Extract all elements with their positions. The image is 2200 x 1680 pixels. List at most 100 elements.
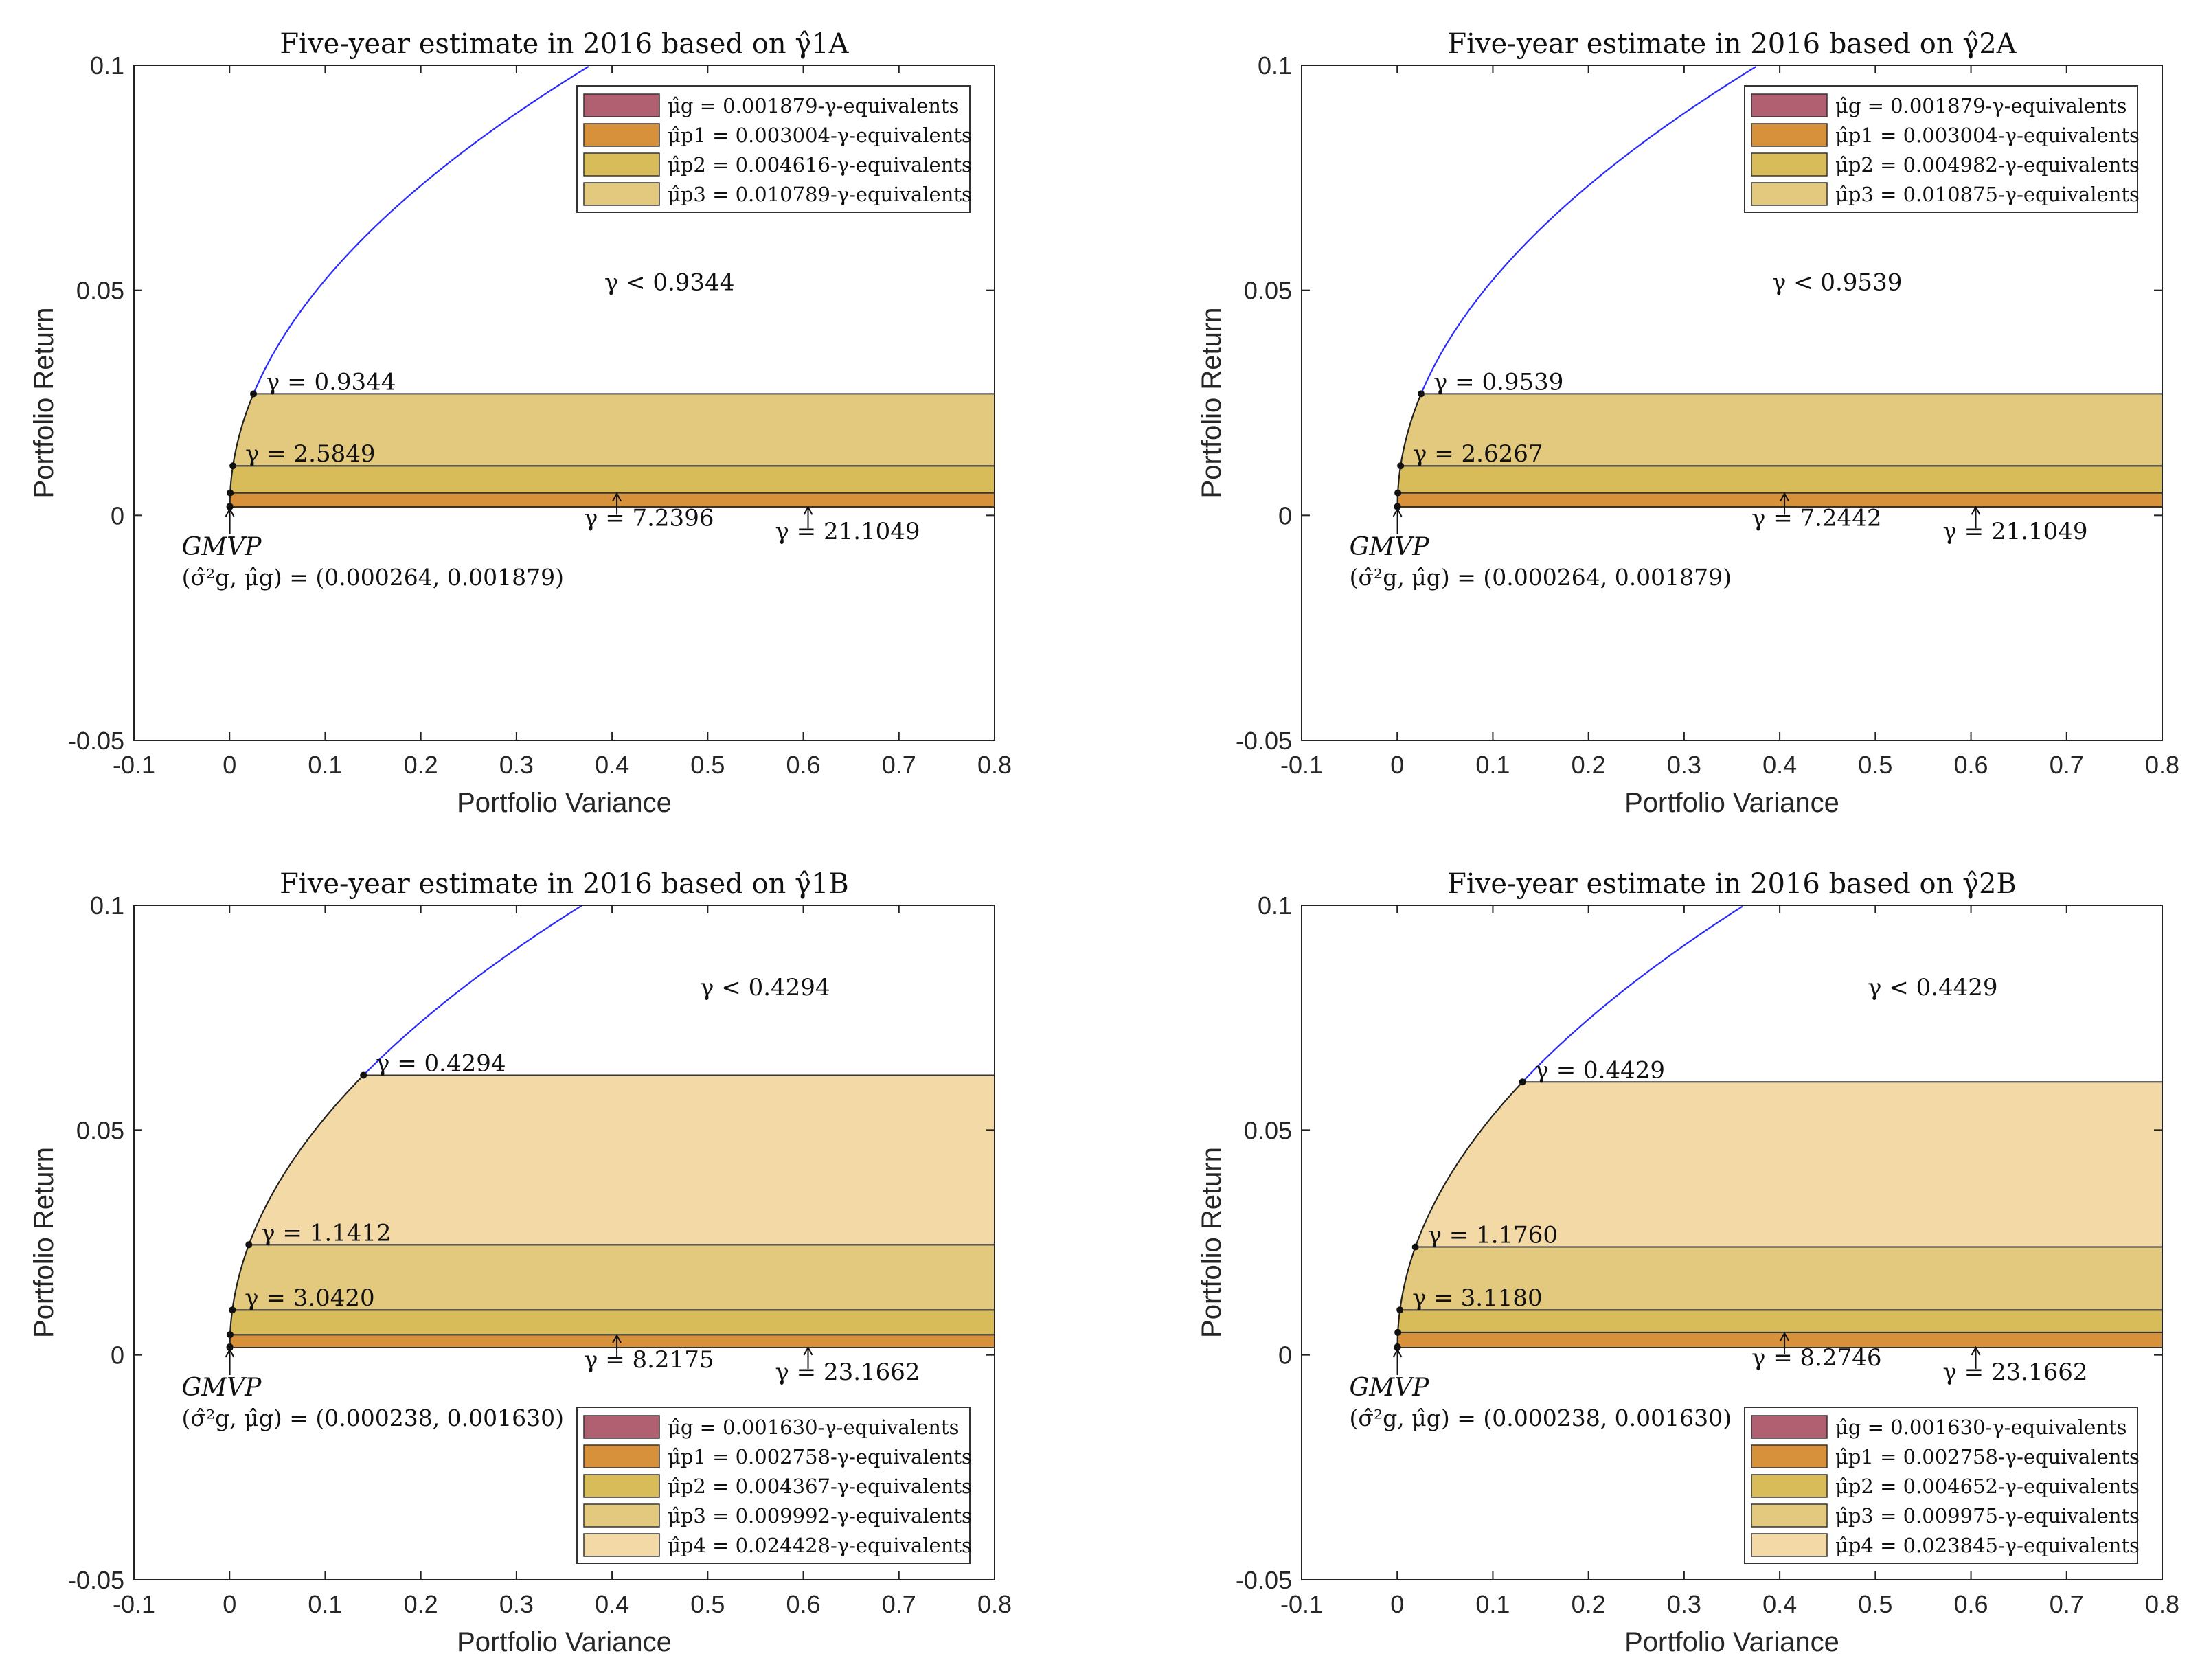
legend: μ̂g = 0.001879-γ-equivalents μ̂p1 = 0.003… <box>576 85 972 213</box>
x-tick-label: 0.7 <box>882 1590 916 1618</box>
x-tick-label: 0.3 <box>499 1590 534 1618</box>
y-tick-label: -0.05 <box>68 727 124 755</box>
x-tick-label: 0.6 <box>1954 1590 1988 1618</box>
legend-label: μ̂p2 = 0.004652-γ-equivalents <box>1835 1475 2140 1498</box>
gamma-label: γ = 0.4294 <box>376 1049 506 1077</box>
gmvp-coords: (σ̂²g, μ̂g) = (0.000264, 0.001879) <box>1350 564 1732 591</box>
legend-swatch <box>583 1503 660 1528</box>
legend-swatch <box>1751 152 1828 177</box>
x-tick-label: 0.8 <box>2145 1590 2179 1618</box>
gamma-label: γ = 2.5849 <box>245 440 375 468</box>
legend-swatch <box>583 152 660 177</box>
x-tick-label: 0 <box>223 1590 236 1618</box>
legend-label: μ̂p3 = 0.009975-γ-equivalents <box>1835 1504 2140 1528</box>
legend-label: μ̂p4 = 0.024428-γ-equivalents <box>668 1534 972 1557</box>
gamma-arrow-head <box>1780 492 1789 502</box>
gamma-arrow-head <box>612 492 622 502</box>
gamma-label: γ = 23.1662 <box>1943 1359 2088 1386</box>
x-tick-label: 0.2 <box>404 1590 438 1618</box>
x-axis-label: Portfolio Variance <box>1624 1627 1839 1657</box>
legend-swatch <box>583 1415 660 1439</box>
gmvp-arrow-head <box>225 1348 235 1358</box>
legend-swatch <box>1751 182 1828 206</box>
frontier-point <box>226 1331 234 1339</box>
gamma-label: γ = 1.1760 <box>1428 1222 1558 1249</box>
x-tick-label: 0.3 <box>499 751 534 779</box>
x-tick-label: 0 <box>1390 751 1404 779</box>
x-tick-label: -0.1 <box>113 751 155 779</box>
x-tick-label: 0.1 <box>1475 1590 1510 1618</box>
chart-panel-3: -0.1 0 0.1 0.2 0.3 0.4 0.5 0.6 0.7 0.8 -0.05 0 0.05 0… <box>29 868 1012 1657</box>
x-tick-label: 0.1 <box>1475 751 1510 779</box>
x-tick-label: 0.6 <box>786 751 821 779</box>
gamma-arrow-head <box>803 506 813 515</box>
legend-swatch <box>1751 1474 1828 1498</box>
frontier-point <box>1519 1078 1526 1086</box>
gmvp-label: GMVP <box>1350 533 1430 561</box>
frontier-upper <box>253 66 589 394</box>
x-tick-label: 0.6 <box>786 1590 821 1618</box>
y-tick-label: 0.1 <box>1258 892 1292 920</box>
gamma-arrow-head <box>1971 1346 1981 1356</box>
chart-title: Five-year estimate in 2016 based on γ̂2B <box>1447 868 2017 900</box>
gamma-label: γ = 2.6267 <box>1413 440 1543 468</box>
legend-swatch <box>1751 1415 1828 1439</box>
y-tick-label: 0 <box>1278 1341 1292 1370</box>
x-tick-label: 0.2 <box>1572 1590 1606 1618</box>
y-tick-label: -0.05 <box>1236 1566 1292 1594</box>
frontier-point <box>1394 1328 1402 1336</box>
frontier-point <box>227 489 234 497</box>
legend-label: μ̂p2 = 0.004982-γ-equivalents <box>1835 153 2140 177</box>
frontier-upper <box>1521 905 1743 1083</box>
legend-swatch <box>583 1533 660 1557</box>
y-axis-label: Portfolio Return <box>1197 308 1227 499</box>
legend-label: μ̂p3 = 0.010875-γ-equivalents <box>1835 183 2140 206</box>
band-2 <box>229 465 995 494</box>
x-tick-label: 0.1 <box>308 1590 342 1618</box>
frontier-point <box>1394 489 1402 497</box>
legend-swatch <box>583 1444 660 1468</box>
frontier-upper <box>363 905 582 1076</box>
legend-label: μ̂p2 = 0.004616-γ-equivalents <box>668 153 972 177</box>
frontier-point <box>245 1241 253 1249</box>
y-tick-label: 0.05 <box>76 1116 124 1144</box>
frontier-point <box>1418 390 1425 398</box>
gamma-label: γ = 0.4429 <box>1535 1056 1665 1084</box>
legend-swatch <box>583 1474 660 1498</box>
region-label: γ < 0.4429 <box>1868 974 1997 1001</box>
gamma-label: γ = 0.9344 <box>266 368 396 396</box>
gmvp-point <box>1394 503 1401 511</box>
x-tick-label: 0.8 <box>2145 751 2179 779</box>
gamma-label: γ = 8.2175 <box>584 1346 714 1374</box>
gmvp-coords: (σ̂²g, μ̂g) = (0.000238, 0.001630) <box>1350 1405 1732 1431</box>
legend-label: μ̂p2 = 0.004367-γ-equivalents <box>668 1475 972 1498</box>
chart-title: Five-year estimate in 2016 based on γ̂2A <box>1447 28 2017 60</box>
x-axis-label: Portfolio Variance <box>457 788 672 818</box>
legend-swatch <box>583 123 660 147</box>
x-tick-label: 0.7 <box>2050 751 2084 779</box>
legend-swatch <box>1751 1533 1828 1557</box>
frontier-lower <box>229 1074 364 1348</box>
legend-swatch <box>583 182 660 206</box>
frontier-lower <box>1396 1081 1523 1348</box>
gamma-arrow-head <box>1971 506 1981 515</box>
gamma-label: γ = 23.1662 <box>775 1359 920 1386</box>
y-tick-label: -0.05 <box>1236 727 1292 755</box>
frontier-upper <box>1420 66 1757 394</box>
x-tick-label: 0.2 <box>1572 751 1606 779</box>
gamma-label: γ = 7.2396 <box>584 505 714 532</box>
x-axis-label: Portfolio Variance <box>1624 788 1839 818</box>
gmvp-point <box>226 1343 234 1351</box>
gmvp-label: GMVP <box>182 1374 262 1402</box>
axes-box <box>133 905 995 1580</box>
x-tick-label: 0.4 <box>1762 1590 1797 1618</box>
frontier-point <box>1411 1243 1419 1251</box>
gamma-label: γ = 8.2746 <box>1751 1344 1881 1372</box>
y-tick-label: -0.05 <box>68 1566 124 1594</box>
x-tick-label: 0.3 <box>1667 751 1701 779</box>
x-tick-label: 0.8 <box>977 751 1012 779</box>
legend-swatch <box>1751 1503 1828 1528</box>
y-axis-label: Portfolio Return <box>29 1147 59 1338</box>
y-tick-label: 0 <box>1278 501 1292 530</box>
